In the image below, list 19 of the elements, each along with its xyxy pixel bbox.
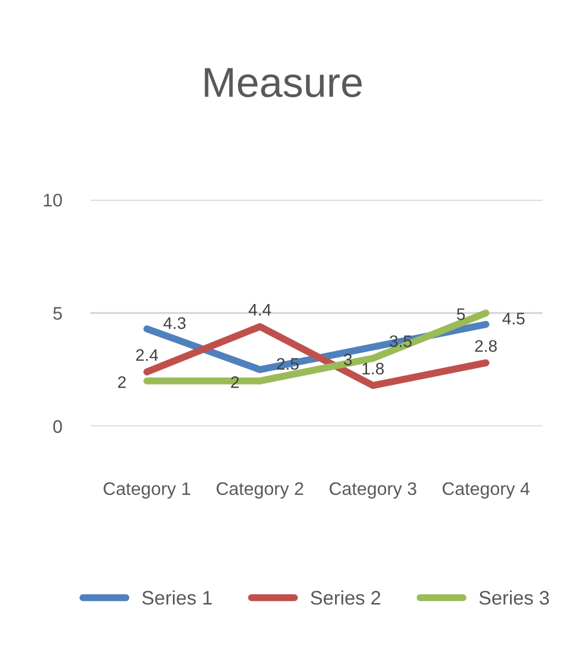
data-label: 2.4 — [136, 349, 158, 361]
x-tick-label: Category 2 — [216, 482, 304, 499]
legend-label: Series 2 — [310, 590, 380, 605]
data-label: 2.8 — [475, 340, 497, 352]
y-tick-label: 10 — [44, 194, 62, 207]
data-label: 4.5 — [502, 312, 525, 325]
legend-label: Series 1 — [142, 590, 212, 605]
x-tick-label: Category 4 — [442, 482, 530, 499]
data-label: 2 — [118, 376, 126, 388]
data-label: 1.8 — [362, 362, 384, 375]
y-tick-label: 5 — [53, 307, 62, 320]
chart-title: Measure — [204, 68, 362, 98]
data-label: 4.3 — [163, 317, 186, 330]
y-tick-label: 0 — [53, 420, 62, 433]
data-label: 5 — [456, 308, 465, 320]
x-tick-label: Category 3 — [330, 482, 416, 499]
x-tick-label: Category 1 — [104, 482, 190, 499]
legend-label: Series 3 — [479, 590, 549, 605]
data-label: 4.4 — [248, 304, 271, 316]
